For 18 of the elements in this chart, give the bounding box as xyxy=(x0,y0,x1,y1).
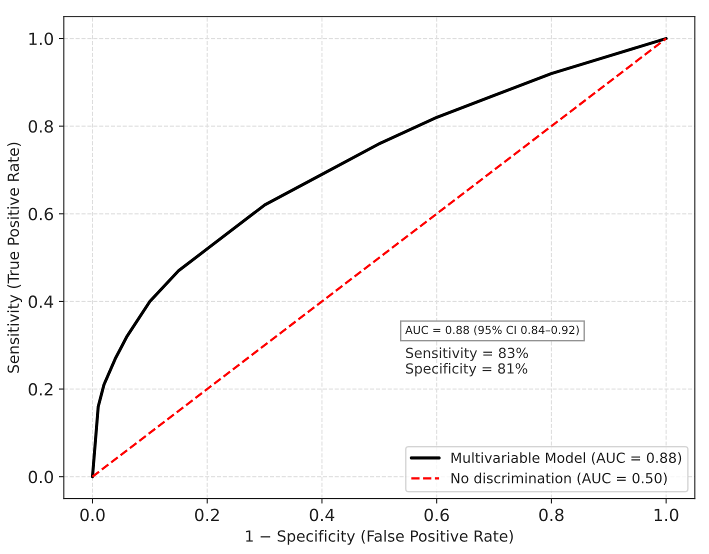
y-tick-label: 0.2 xyxy=(28,383,52,396)
y-tick-label: 0.0 xyxy=(28,470,53,484)
y-tick-label: 0.6 xyxy=(28,208,54,220)
x-tick-label: 0.0 xyxy=(80,508,105,522)
legend-label: Multivariable Model (AUC = 0.88) xyxy=(452,452,682,465)
annotation: AUC = 0.88 (95% CI 0.84–0.92) xyxy=(405,326,579,336)
x-tick-label: 1.0 xyxy=(654,508,678,522)
annotation: Sensitivity = 83% Specificity = 81% xyxy=(406,347,528,376)
x-tick-label: 0.2 xyxy=(195,508,219,522)
y-tick-label: 0.8 xyxy=(28,120,53,133)
x-tick-label: 0.8 xyxy=(539,508,564,522)
y-tick-label: 1.0 xyxy=(29,32,53,46)
legend-label: No discrimination (AUC = 0.50) xyxy=(452,472,667,486)
x-axis-title: 1 − Specificity (False Positive Rate) xyxy=(246,530,513,545)
y-tick-label: 0.4 xyxy=(28,295,54,308)
x-tick-label: 0.6 xyxy=(424,508,449,522)
x-tick-label: 0.4 xyxy=(310,508,334,522)
y-axis-title: Sensitivity (True Positive Rate) xyxy=(7,142,22,373)
